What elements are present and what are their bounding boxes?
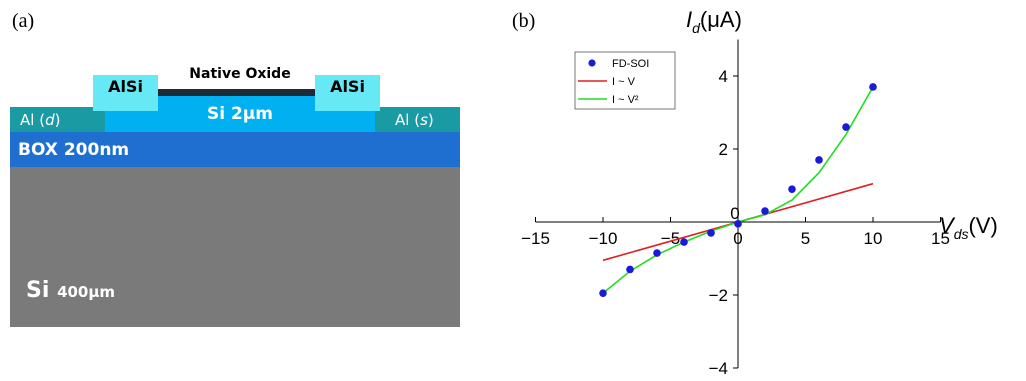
al-drain-term: d: [45, 110, 55, 129]
data-point: [680, 238, 688, 246]
y-tick-label: −4: [709, 359, 728, 378]
data-point: [653, 249, 661, 257]
data-point: [761, 207, 769, 215]
al-source-term: s: [420, 110, 428, 129]
data-point: [626, 265, 634, 274]
substrate-label: Si 400μm: [26, 278, 115, 303]
device-cross-section: Si 400μm BOX 200nm Al (d) Al (s) Si 2μm …: [10, 62, 460, 327]
y-axis-label: Id(μA): [686, 7, 742, 36]
legend-label: FD-SOI: [612, 58, 649, 70]
substrate-thickness: 400μm: [57, 283, 116, 301]
x-tick-label: 15: [931, 229, 950, 248]
alsi-right-contact: AlSi: [315, 75, 380, 111]
x-tick-label: −15: [521, 229, 550, 248]
data-point: [707, 229, 715, 237]
x-tick-label: 0: [733, 229, 742, 248]
legend-marker: [588, 59, 596, 67]
al-source-prefix: Al (: [395, 110, 421, 129]
substrate-material: Si: [26, 278, 50, 303]
panel-a-label: (a): [12, 10, 35, 32]
x-tick-label: 10: [864, 229, 883, 248]
x-axis-label: Vds(V): [939, 213, 998, 242]
box-layer: BOX 200nm: [10, 132, 460, 167]
si-substrate-layer: Si 400μm: [10, 167, 460, 327]
data-point: [869, 83, 877, 91]
data-point: [788, 185, 796, 193]
al-drain-prefix: Al (: [20, 110, 46, 129]
x-tick-label: 5: [801, 229, 810, 248]
origin-tick-label: 0: [730, 204, 739, 223]
al-source-contact: Al (s): [375, 107, 460, 132]
al-source-suffix: ): [427, 110, 434, 129]
legend-label: I ~ V²: [612, 94, 639, 106]
y-tick-label: −2: [709, 286, 728, 305]
panel-b-label: (b): [512, 10, 536, 32]
y-tick-label: 4: [719, 67, 728, 86]
native-oxide-label: Native Oxide: [189, 66, 291, 82]
data-point: [842, 123, 850, 131]
al-drain-contact: Al (d): [10, 107, 105, 132]
x-tick-label: −10: [589, 229, 618, 248]
legend-label: I ~ V: [612, 76, 636, 88]
data-point: [815, 156, 823, 164]
alsi-left-contact: AlSi: [93, 75, 158, 111]
data-point: [599, 289, 607, 297]
al-drain-suffix: ): [54, 110, 61, 129]
y-tick-label: 2: [719, 140, 728, 159]
data-point: [734, 220, 742, 228]
native-oxide-layer: [158, 89, 315, 96]
iv-chart: −15 −10 −5 5 10 1500−4−224Id(μA)Vds(V)FD-SOII…: [521, 7, 998, 378]
